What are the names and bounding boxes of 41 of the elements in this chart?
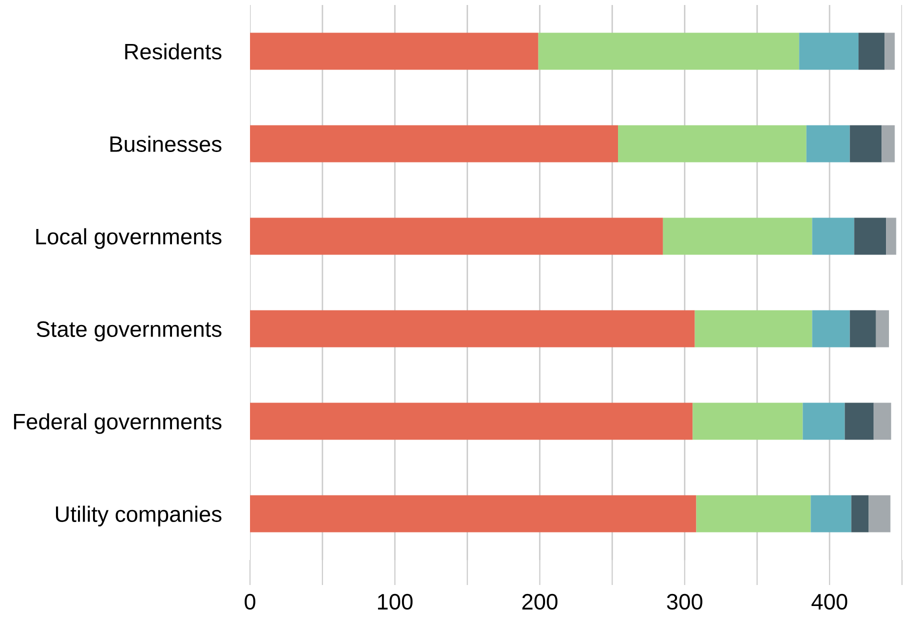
bar (876, 310, 889, 348)
bar (850, 125, 882, 162)
bar (812, 218, 854, 255)
bar (618, 125, 806, 162)
bar (854, 218, 886, 255)
bar (250, 125, 618, 162)
bar (538, 32, 800, 70)
x-tick-label: 100 (378, 594, 413, 610)
x-tick-label: 300 (666, 594, 702, 610)
y-tick-label: Utility companies (56, 506, 222, 526)
bar (868, 495, 890, 532)
x-tick-label: 200 (522, 594, 558, 610)
bar (874, 402, 892, 440)
y-tick-label: State governments (36, 321, 222, 342)
x-tick-label: 400 (812, 594, 848, 610)
bar (858, 32, 885, 70)
bar (812, 310, 850, 348)
bar (696, 495, 811, 532)
bar (694, 310, 812, 348)
bar (851, 495, 869, 532)
y-tick-label: Federal governments (14, 413, 222, 434)
bar (886, 218, 896, 255)
bar (806, 125, 850, 162)
bar (250, 310, 695, 348)
y-tick-label: Businesses (110, 136, 222, 152)
bar (884, 32, 895, 70)
bar (850, 310, 876, 348)
bar (810, 495, 852, 532)
bar (799, 32, 859, 70)
bar (250, 218, 663, 255)
bar (802, 402, 845, 440)
y-tick-label: Local governments (36, 228, 222, 249)
bar (662, 218, 812, 255)
bar (250, 32, 538, 70)
x-tick-label: 0 (244, 594, 256, 610)
bar (250, 495, 696, 532)
bar (844, 402, 874, 440)
bar (250, 402, 693, 440)
bar (882, 125, 895, 162)
y-tick-label: Residents (125, 43, 222, 60)
bar (692, 402, 803, 440)
